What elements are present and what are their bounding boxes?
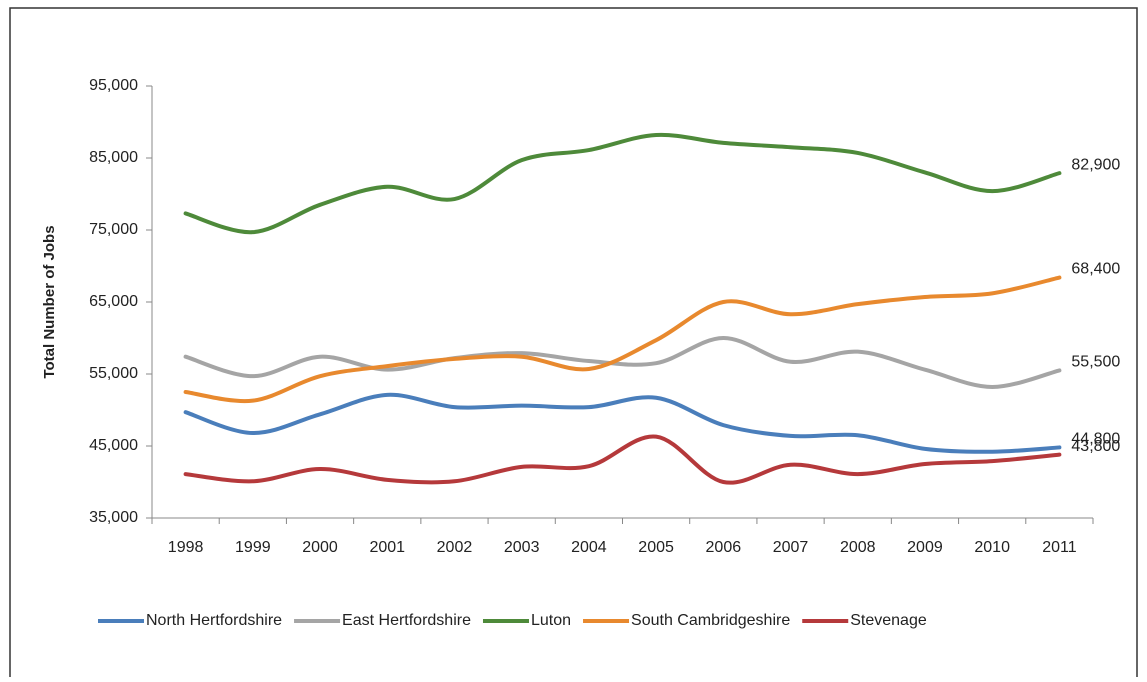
- y-tick-label: 85,000: [89, 149, 138, 166]
- y-tick-label: 65,000: [89, 293, 138, 310]
- x-tick-label: 1998: [168, 539, 204, 556]
- series-line: [183, 275, 1062, 404]
- y-tick-label: 35,000: [89, 509, 138, 526]
- legend-label: South Cambridgeshire: [631, 612, 790, 629]
- frame: [9, 7, 1138, 682]
- value-label: 55,500: [1071, 354, 1120, 371]
- y-tick-label: 45,000: [89, 437, 138, 454]
- x-tick-label: 2007: [773, 539, 809, 556]
- x-tick-label: 2002: [437, 539, 473, 556]
- legend-label: Luton: [531, 612, 571, 629]
- y-tick-label: 55,000: [89, 365, 138, 382]
- x-tick-label: 2004: [571, 539, 607, 556]
- x-tick-label: 2006: [706, 539, 742, 556]
- series-line: [183, 434, 1062, 485]
- x-tick-label: 2008: [840, 539, 876, 556]
- value-label: 68,400: [1071, 261, 1120, 278]
- x-tick-label: 2009: [907, 539, 943, 556]
- value-label: 44,800: [1071, 431, 1120, 448]
- series-line: [183, 132, 1062, 235]
- y-tick-label: 75,000: [89, 221, 138, 238]
- x-tick-label: 2003: [504, 539, 540, 556]
- x-tick-label: 2000: [302, 539, 338, 556]
- value-label: 43,800: [1071, 438, 1120, 455]
- x-tick-label: 2005: [638, 539, 674, 556]
- series-line: [183, 392, 1062, 454]
- value-label: 82,900: [1071, 156, 1120, 173]
- y-axis-label: Total Number of Jobs: [41, 225, 58, 378]
- legend-label: North Hertfordshire: [146, 612, 282, 629]
- y-tick-label: 95,000: [89, 77, 138, 94]
- x-tick-label: 2010: [974, 539, 1010, 556]
- series-line: [183, 335, 1062, 389]
- x-tick-label: 2001: [369, 539, 405, 556]
- x-tick-label: 1999: [235, 539, 271, 556]
- x-tick-label: 2011: [1042, 539, 1077, 556]
- legend-label: East Hertfordshire: [342, 612, 471, 629]
- legend-label: Stevenage: [850, 612, 927, 629]
